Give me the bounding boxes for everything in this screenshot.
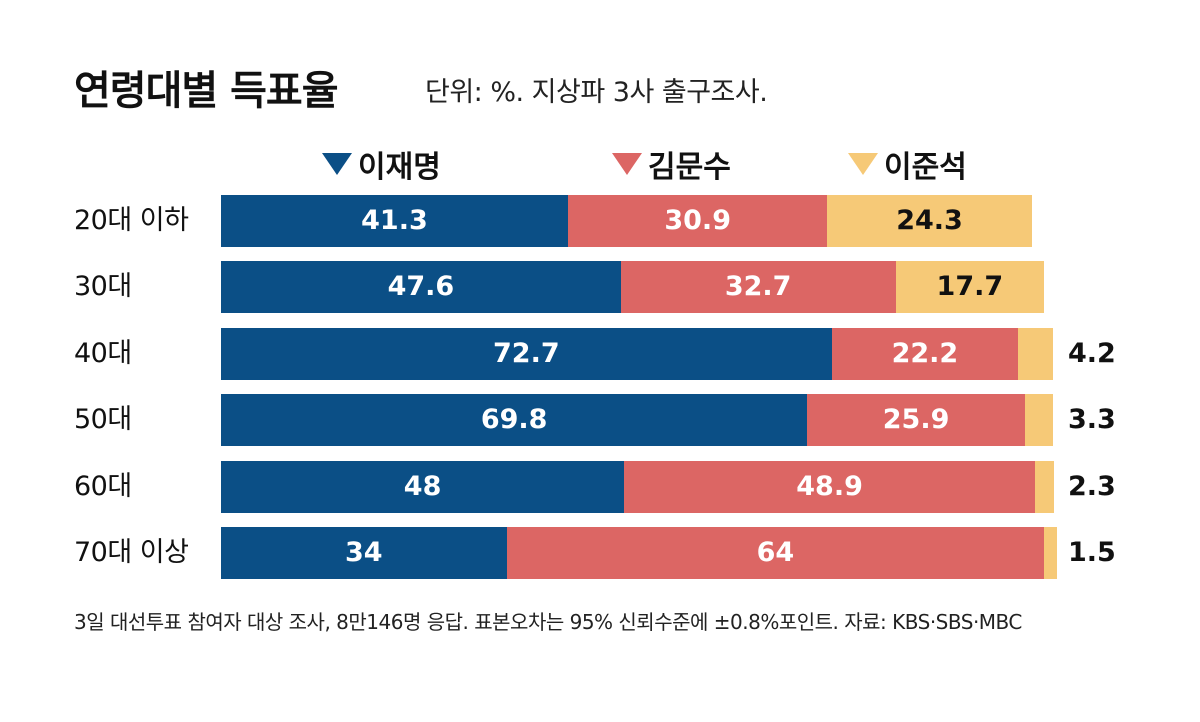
category-label: 50대 — [74, 404, 132, 435]
category-label: 70대 이상 — [74, 537, 189, 568]
bar-segment: 34 — [221, 527, 507, 579]
bar-segment: 48 — [221, 461, 625, 513]
footnote: 3일 대선투표 참여자 대상 조사, 8만146명 응답. 표본오차는 95% … — [74, 610, 1022, 634]
bar-segment: 30.9 — [567, 195, 828, 247]
legend-item: 이재명 — [322, 142, 441, 186]
data-label: 2.3 — [1068, 471, 1116, 502]
category-label: 20대 이하 — [74, 205, 189, 236]
data-label: 72.7 — [493, 338, 560, 369]
outside-label: 3.3 — [1068, 394, 1116, 446]
outside-label: 2.3 — [1068, 461, 1116, 513]
data-label: 34 — [345, 537, 383, 568]
data-label: 3.3 — [1068, 404, 1116, 435]
data-label: 24.3 — [896, 205, 963, 236]
category-label: 30대 — [74, 271, 132, 302]
triangle-down-icon — [848, 153, 878, 175]
bar-segment: 69.8 — [221, 394, 808, 446]
bar-segment: 24.3 — [827, 195, 1032, 247]
bar-segment: 17.7 — [895, 261, 1045, 313]
bar-segment: 48.9 — [624, 461, 1035, 513]
data-label: 17.7 — [936, 271, 1004, 302]
triangle-down-icon — [612, 153, 642, 175]
data-label: 48.9 — [796, 471, 863, 502]
outside-label: 1.5 — [1068, 527, 1116, 579]
data-label: 41.3 — [361, 205, 428, 236]
data-label: 64 — [756, 537, 795, 568]
data-label: 48 — [403, 471, 442, 502]
data-label: 1.5 — [1068, 537, 1116, 568]
bar-segment: 41.3 — [221, 195, 568, 247]
legend-item: 이준석 — [848, 142, 967, 186]
bar-segment: 25.9 — [807, 394, 1025, 446]
legend-label: 김문수 — [648, 150, 731, 185]
outside-label: 4.2 — [1068, 328, 1116, 380]
category-label: 60대 — [74, 471, 132, 502]
bar-segment: 32.7 — [620, 261, 896, 313]
category-label: 40대 — [74, 338, 132, 369]
bar-segment — [1018, 328, 1054, 380]
data-label: 25.9 — [882, 404, 950, 435]
legend-item: 김문수 — [612, 142, 731, 186]
data-label: 4.2 — [1068, 338, 1116, 369]
data-label: 22.2 — [891, 338, 959, 369]
chart-title: 연령대별 득표율 — [74, 68, 339, 114]
triangle-down-icon — [322, 153, 352, 175]
legend-label: 이재명 — [358, 150, 441, 185]
bar-segment — [1024, 394, 1053, 446]
bar-segment: 72.7 — [221, 328, 832, 380]
chart-subtitle: 단위: %. 지상파 3사 출구조사. — [425, 77, 768, 108]
bar-segment — [1034, 461, 1055, 513]
legend-label: 이준석 — [884, 150, 967, 185]
bar-segment: 64 — [506, 527, 1045, 579]
data-label: 69.8 — [480, 404, 548, 435]
bar-segment: 47.6 — [221, 261, 621, 313]
data-label: 30.9 — [664, 205, 731, 236]
bar-segment — [1044, 527, 1057, 579]
bar-segment: 22.2 — [831, 328, 1019, 380]
data-label: 47.6 — [387, 271, 455, 302]
data-label: 32.7 — [724, 271, 792, 302]
